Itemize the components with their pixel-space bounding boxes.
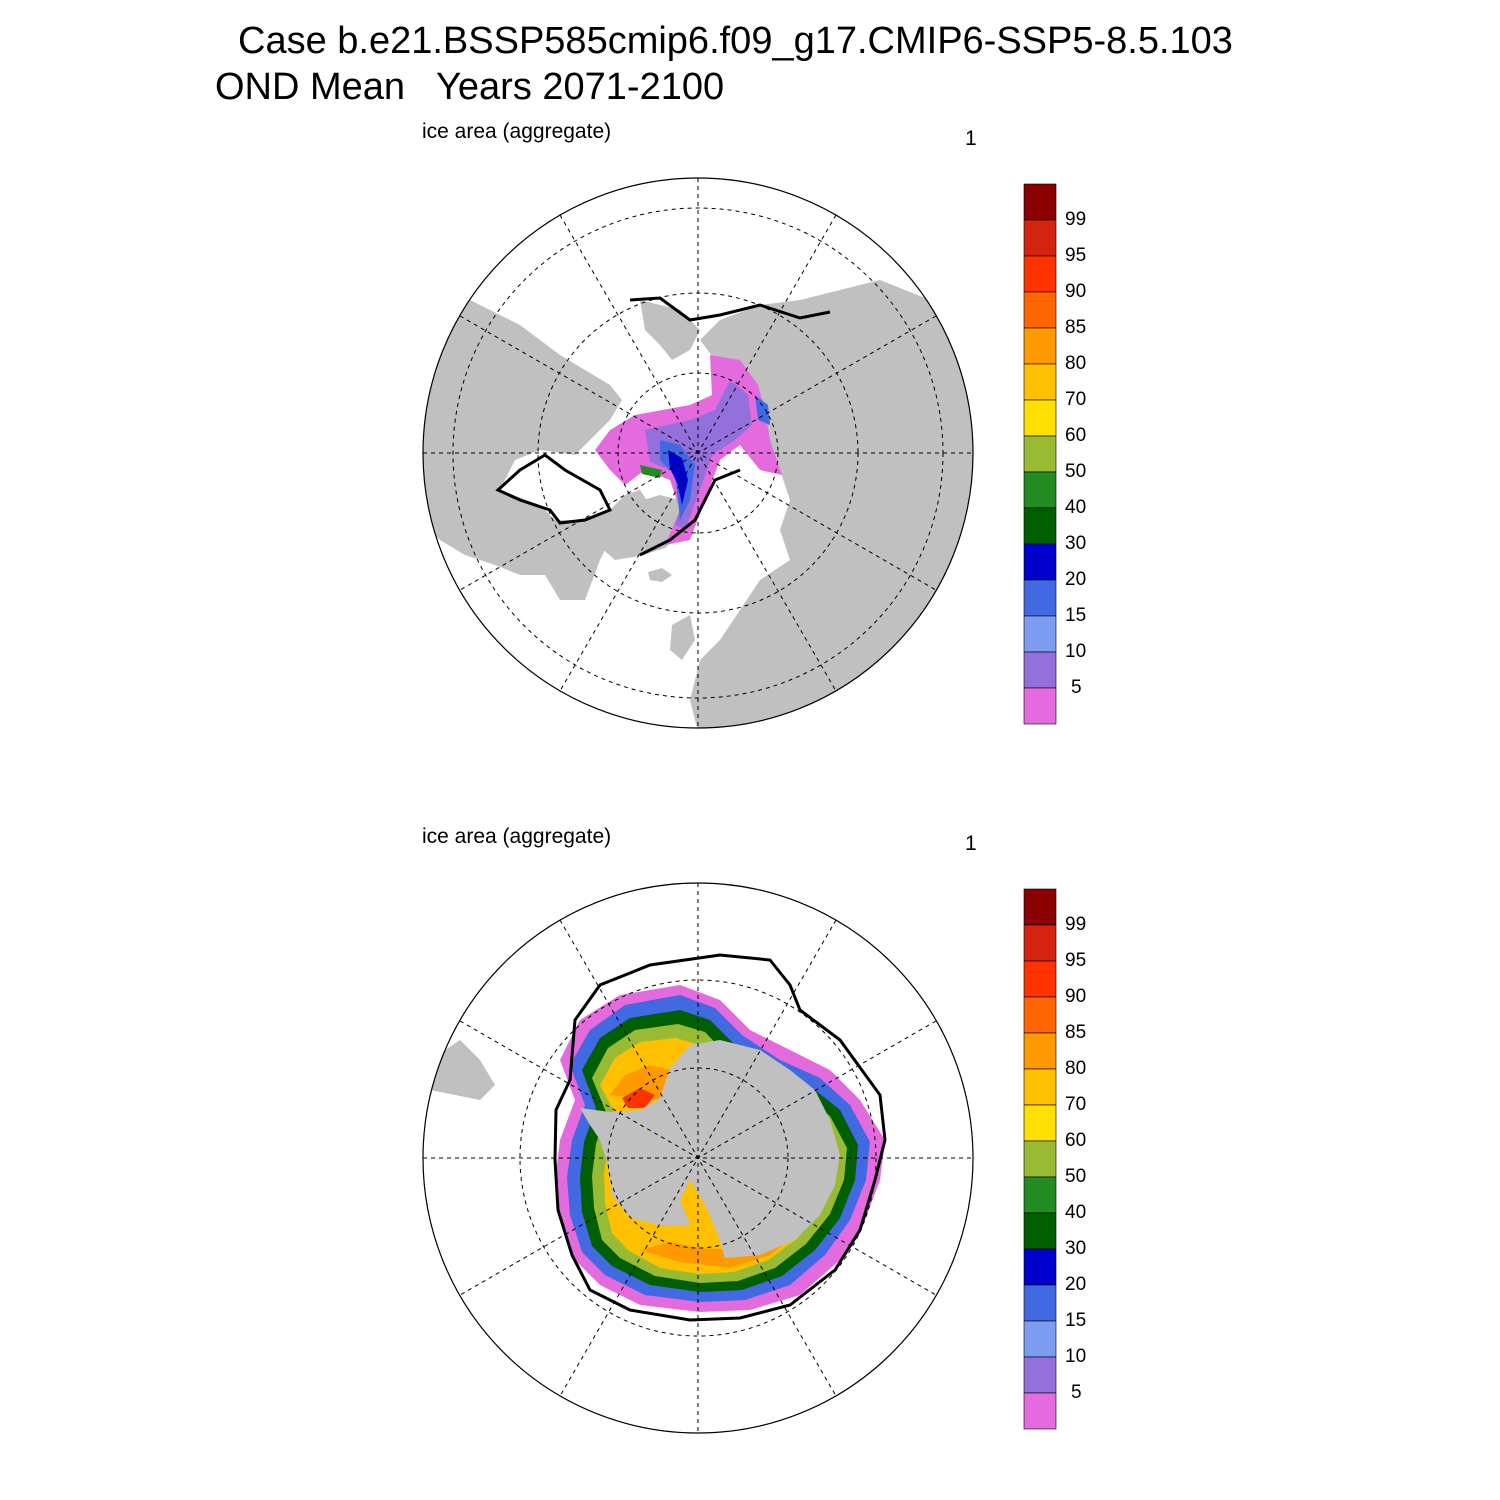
north-colorbar-box: [1023, 507, 1057, 545]
south-colorbar-tick-label: 15: [1065, 1310, 1087, 1331]
south-colorbar-box: [1023, 924, 1057, 962]
north-colorbar-box: [1023, 399, 1057, 437]
south-colorbar: [1023, 888, 1057, 1430]
south-colorbar-tick-label: 30: [1065, 1238, 1087, 1259]
north-colorbar-tick-label: 50: [1065, 461, 1087, 482]
north-colorbar-box: [1023, 255, 1057, 293]
north-colorbar-box: [1023, 471, 1057, 509]
north-polar-map: [422, 177, 974, 729]
north-colorbar-box: [1023, 687, 1057, 725]
north-colorbar-tick-label: 10: [1065, 641, 1087, 662]
south-colorbar-box: [1023, 1212, 1057, 1250]
north-colorbar-tick-label: 99: [1065, 209, 1087, 230]
north-colorbar-box: [1023, 327, 1057, 365]
south-colorbar-tick-label: 85: [1065, 1022, 1087, 1043]
north-america-landmass: [423, 300, 650, 600]
north-colorbar-tick-label: 60: [1065, 425, 1087, 446]
north-colorbar-tick-label: 30: [1065, 533, 1087, 554]
south-colorbar-box: [1023, 1032, 1057, 1070]
antarctic-ice-90pct: [622, 1088, 655, 1108]
south-colorbar-tick-label: 70: [1065, 1094, 1087, 1115]
south-colorbar-tick-label: 5: [1071, 1382, 1082, 1403]
uk-landmass: [670, 615, 695, 660]
north-colorbar-tick-label: 70: [1065, 389, 1087, 410]
north-colorbar-box: [1023, 291, 1057, 329]
north-colorbar-box: [1023, 183, 1057, 221]
south-colorbar-tick-label: 60: [1065, 1130, 1087, 1151]
north-colorbar-box: [1023, 615, 1057, 653]
north-land-group: [423, 280, 973, 728]
south-colorbar-tick-label: 40: [1065, 1202, 1087, 1223]
south-colorbar-tick-label: 50: [1065, 1166, 1087, 1187]
south-colorbar-box: [1023, 1248, 1057, 1286]
north-colorbar-tick-label: 80: [1065, 353, 1087, 374]
south-colorbar-box: [1023, 1176, 1057, 1214]
south-colorbar-box: [1023, 1320, 1057, 1358]
north-colorbar-tick-label: 5: [1071, 677, 1082, 698]
north-graticule: [423, 178, 973, 728]
antarctica-landmass: [580, 1040, 840, 1258]
south-colorbar-box: [1023, 1140, 1057, 1178]
arctic-ice-blue-east: [755, 395, 770, 425]
north-colorbar-tick-label: 95: [1065, 245, 1087, 266]
south-land-group: [430, 953, 887, 1322]
south-map-border: [422, 882, 974, 1434]
eurasia-landmass: [690, 280, 973, 728]
north-colorbar-box: [1023, 219, 1057, 257]
north-colorbar-tick-label: 20: [1065, 569, 1087, 590]
iceland-landmass: [648, 568, 672, 582]
south-colorbar-tick-label: 20: [1065, 1274, 1087, 1295]
south-colorbar-box: [1023, 960, 1057, 998]
south-colorbar-box: [1023, 1356, 1057, 1394]
north-panel-title: ice area (aggregate): [422, 120, 612, 143]
north-colorbar-tick-label: 85: [1065, 317, 1087, 338]
figure-title-period: OND Mean Years 2071-2100: [215, 66, 725, 108]
arctic-ice-10pct: [645, 380, 752, 530]
north-colorbar-box: [1023, 543, 1057, 581]
south-colorbar-box: [1023, 1284, 1057, 1322]
figure-title-case: Case b.e21.BSSP585cmip6.f09_g17.CMIP6-SS…: [238, 20, 1233, 62]
north-colorbar-tick-label: 40: [1065, 497, 1087, 518]
south-america-tip: [430, 1040, 495, 1100]
south-panel-number: 1: [965, 832, 977, 855]
south-colorbar-box: [1023, 1392, 1057, 1430]
south-colorbar-tick-label: 10: [1065, 1346, 1087, 1367]
north-colorbar-tick-label: 90: [1065, 281, 1087, 302]
north-colorbar: [1023, 183, 1057, 725]
south-colorbar-tick-label: 90: [1065, 986, 1087, 1007]
south-colorbar-box: [1023, 1068, 1057, 1106]
north-map-border: [422, 177, 974, 729]
south-colorbar-tick-label: 80: [1065, 1058, 1087, 1079]
north-colorbar-box: [1023, 363, 1057, 401]
south-colorbar-box: [1023, 1104, 1057, 1142]
north-colorbar-tick-label: 15: [1065, 605, 1087, 626]
north-panel-number: 1: [965, 127, 977, 150]
north-colorbar-box: [1023, 579, 1057, 617]
south-colorbar-box: [1023, 996, 1057, 1034]
north-colorbar-box: [1023, 651, 1057, 689]
south-colorbar-tick-label: 95: [1065, 950, 1087, 971]
south-polar-map: [422, 882, 974, 1434]
south-colorbar-box: [1023, 888, 1057, 926]
arctic-ice-20pct: [668, 450, 688, 505]
south-graticule: [423, 883, 973, 1433]
antarctic-ice-80pct: [610, 1065, 800, 1268]
south-colorbar-tick-label: 99: [1065, 914, 1087, 935]
south-ice-edge-line: [553, 953, 887, 1322]
north-colorbar-box: [1023, 435, 1057, 473]
arctic-ice-40pct: [640, 465, 662, 478]
south-panel-title: ice area (aggregate): [422, 825, 612, 848]
